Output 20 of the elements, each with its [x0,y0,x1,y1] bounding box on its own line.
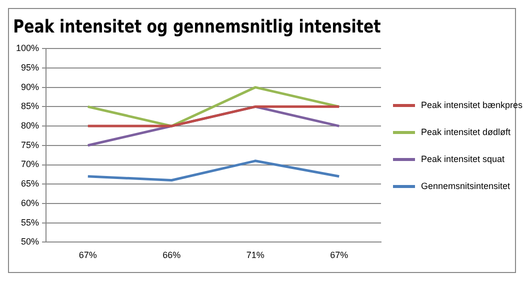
y-tick-label: 55% [21,217,40,228]
y-tick-label: 75% [21,140,40,150]
y-tick-label: 90% [21,82,40,92]
y-tick-label: 100% [16,43,40,54]
y-tick-label: 80% [21,120,40,131]
legend-label: Gennemsnitsintensitet [421,181,510,191]
legend-label: Peak intensitet squat [421,154,505,164]
legend-label: Peak intensitet dødløft [421,127,511,137]
y-tick-label: 85% [21,101,40,112]
y-tick-label: 65% [21,178,40,189]
y-tick-label: 70% [21,159,40,170]
x-tick-label: 67% [78,250,97,260]
chart-title: Peak intensitet og gennemsnitlig intensitet [13,16,381,37]
x-tick-label: 67% [330,250,348,260]
y-tick-label: 50% [21,236,40,247]
y-tick-label: 95% [21,62,40,72]
x-tick-label: 66% [162,250,181,260]
y-tick-label: 60% [21,198,40,208]
x-tick-label: 71% [246,250,264,260]
legend-label: Peak intensitet bænkpres [421,100,523,110]
